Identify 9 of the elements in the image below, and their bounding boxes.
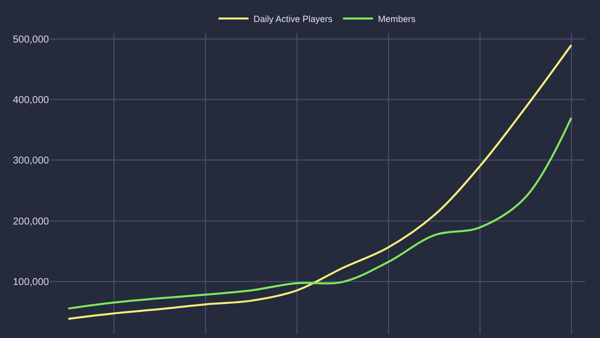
y-tick-label: 400,000 (12, 95, 50, 106)
line-series (67, 44, 572, 320)
line-series (67, 116, 572, 310)
legend-label: Daily Active Players (254, 14, 334, 24)
y-tick-label: 100,000 (12, 276, 50, 288)
y-tick-label: 300,000 (12, 156, 50, 167)
y-tick-label: 500,000 (12, 34, 50, 46)
legend-label: Members (378, 14, 416, 24)
y-tick-label: 200,000 (12, 216, 50, 228)
